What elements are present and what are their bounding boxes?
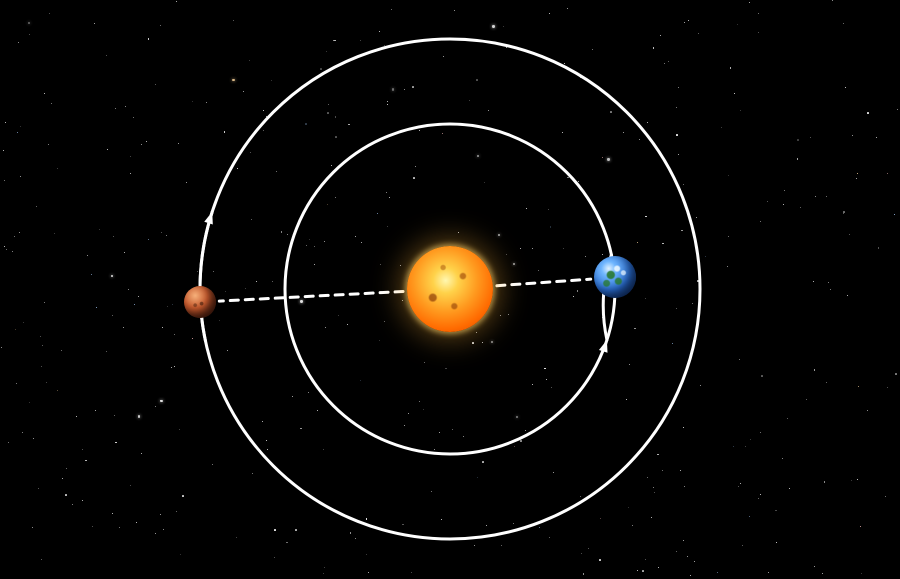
mars: [184, 286, 216, 318]
sun: [407, 246, 493, 332]
earth: [594, 256, 636, 298]
solar-opposition-diagram: [0, 0, 900, 579]
